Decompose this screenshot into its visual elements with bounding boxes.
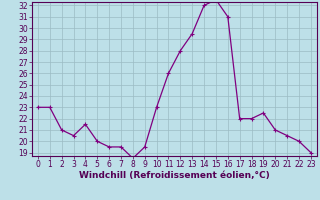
X-axis label: Windchill (Refroidissement éolien,°C): Windchill (Refroidissement éolien,°C) <box>79 171 270 180</box>
